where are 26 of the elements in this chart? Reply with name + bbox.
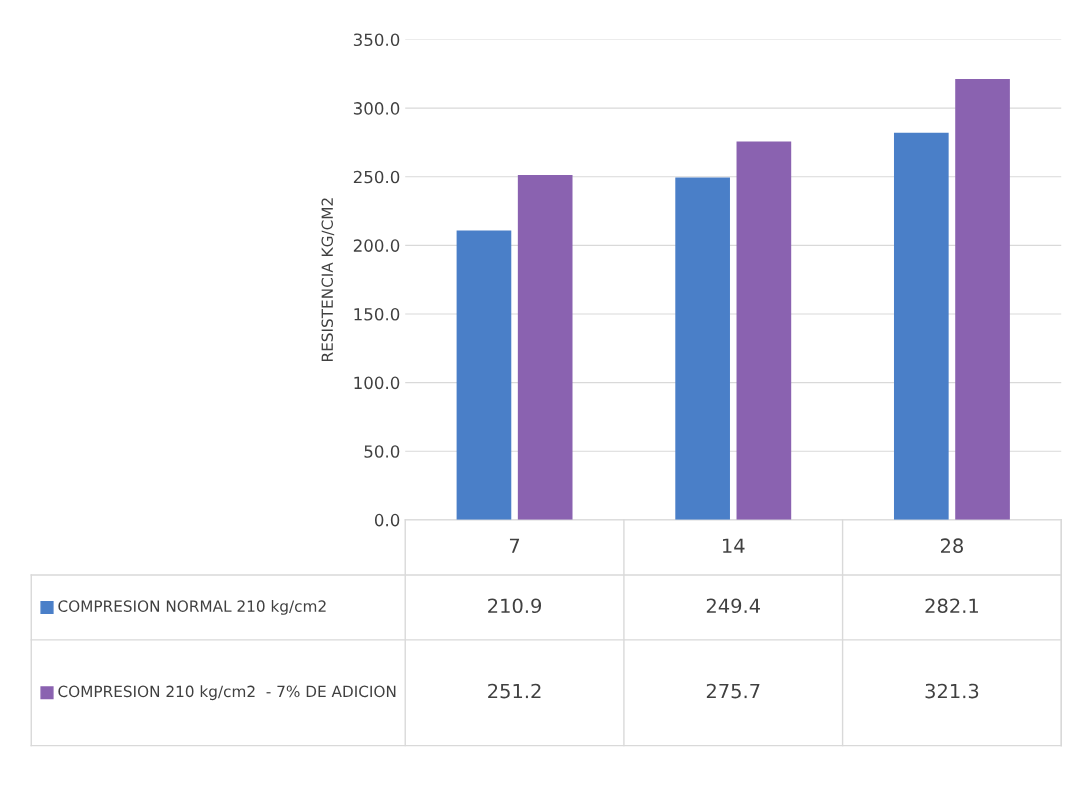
data-label: 282.1	[925, 598, 978, 614]
y-tick-label: 250.0	[353, 170, 400, 184]
y-tick-label: 200.0	[353, 239, 400, 252]
y-tick-label: 300.0	[353, 102, 400, 115]
x-tick-label: 7	[509, 538, 520, 553]
bar	[955, 78, 1010, 520]
data-label: 249.4	[706, 598, 760, 614]
data-label: 275.7	[706, 683, 760, 699]
y-tick-label: 150.0	[354, 307, 400, 321]
bar	[736, 141, 792, 520]
bar	[456, 230, 512, 520]
y-tick-label: 0.0	[374, 513, 400, 527]
x-tick-label: 28	[940, 538, 963, 554]
data-label: 321.3	[925, 683, 979, 699]
bar	[675, 177, 730, 520]
data-label: 251.2	[488, 683, 541, 699]
y-tick-label: 50.0	[364, 445, 400, 458]
data-label: 210.9	[488, 598, 542, 614]
y-tick-label: 350.0	[353, 33, 400, 47]
bar	[893, 132, 949, 520]
legend-label: COMPRESION NORMAL 210 kg/cm2	[58, 600, 326, 615]
y-axis-title: RESISTENCIA KG/CM2	[321, 198, 335, 361]
x-tick-label: 14	[723, 538, 745, 553]
bar	[517, 175, 573, 520]
legend-label: COMPRESION 210 kg/cm2 - 7% DE ADICION	[58, 685, 396, 701]
y-tick-label: 100.0	[354, 376, 400, 390]
